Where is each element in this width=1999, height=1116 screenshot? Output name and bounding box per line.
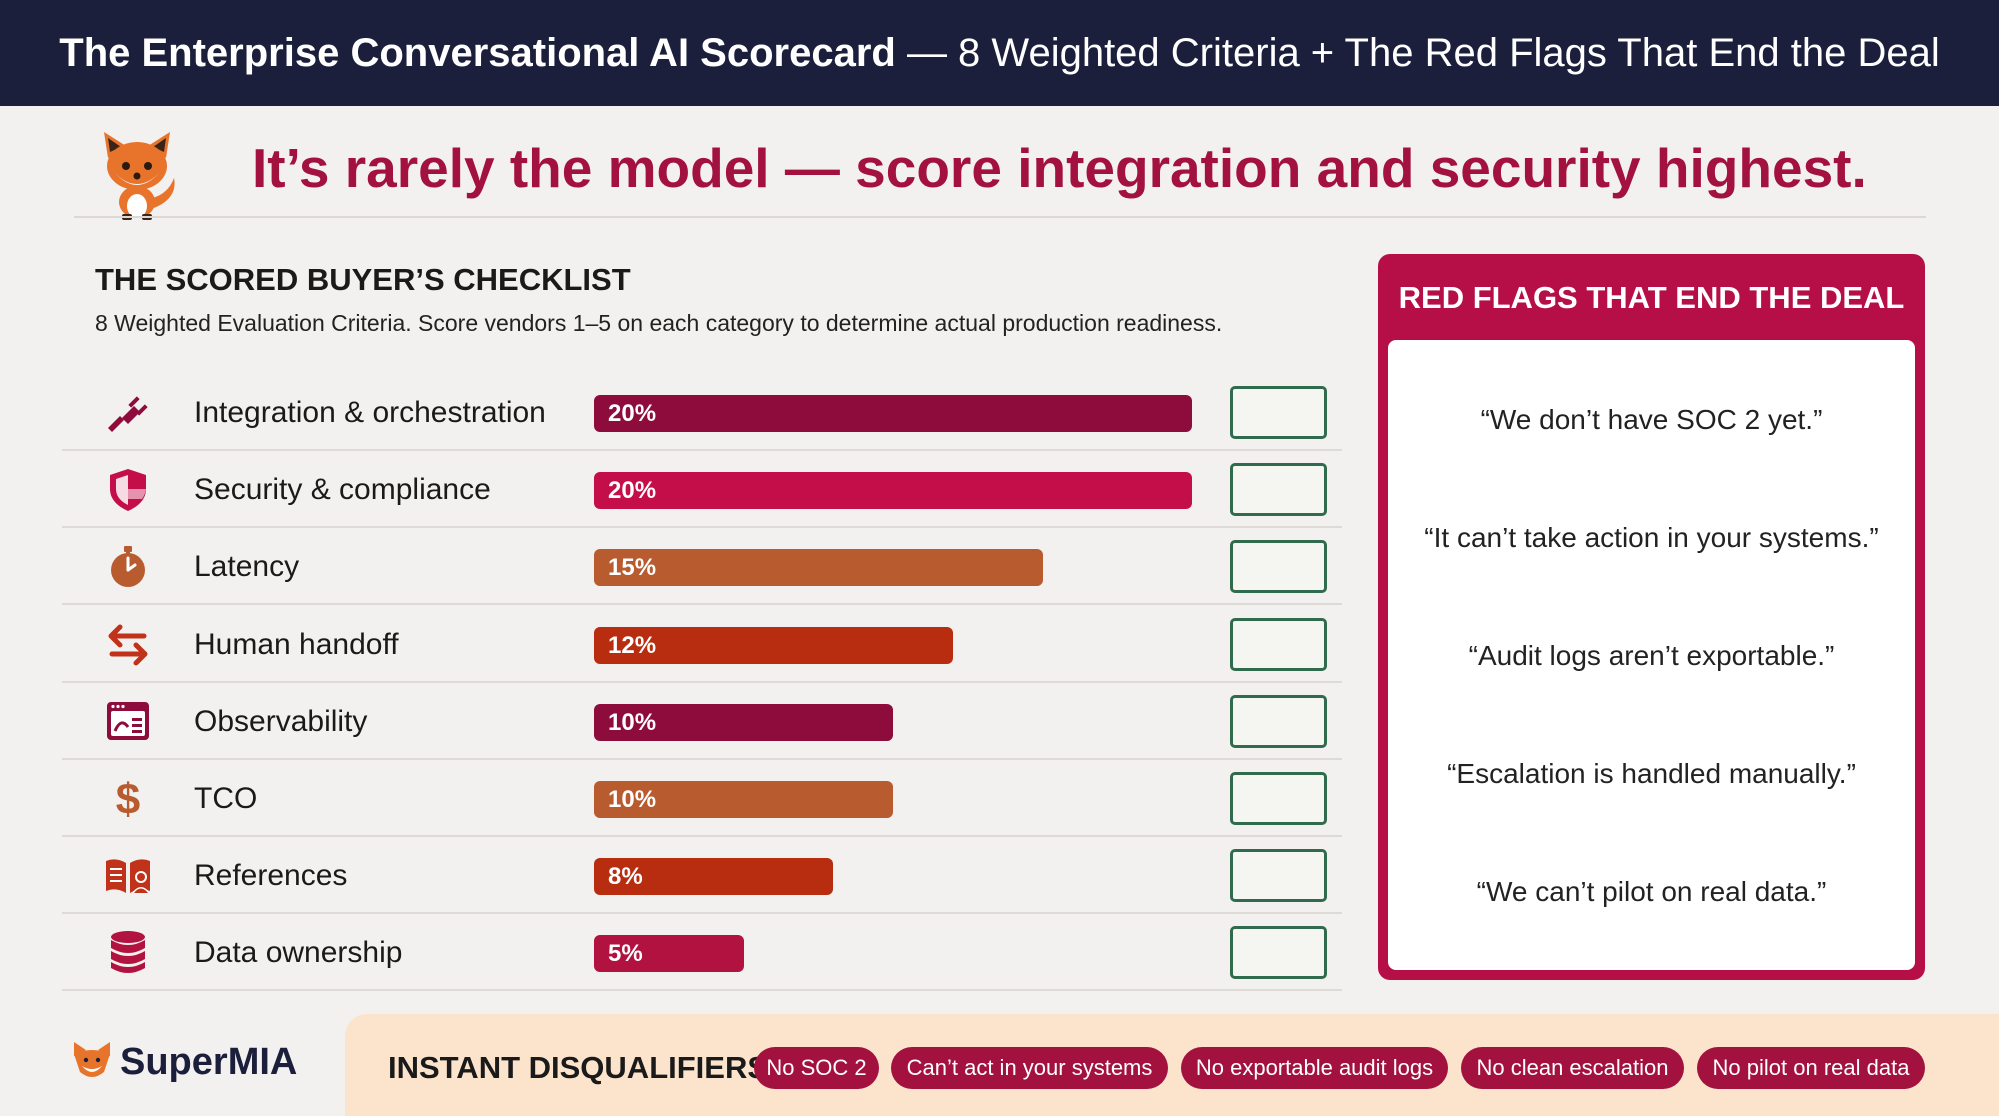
weight-bar: 20% xyxy=(594,472,1192,510)
criteria-label: TCO xyxy=(194,782,258,815)
criteria-row: Latency 15% xyxy=(62,528,1342,606)
criteria-label: Integration & orchestration xyxy=(194,396,546,429)
swap-arrows-icon xyxy=(108,624,148,666)
criteria-row: Data ownership 5% xyxy=(62,914,1342,992)
row-divider xyxy=(62,757,1342,760)
score-input-box[interactable] xyxy=(1230,849,1327,903)
page-headline: It’s rarely the model — score integratio… xyxy=(252,137,1867,199)
red-flags-title: RED FLAGS THAT END THE DEAL xyxy=(1398,280,1905,315)
row-divider xyxy=(62,680,1342,683)
weight-bar: 10% xyxy=(594,703,893,741)
criteria-row: Human handoff 12% xyxy=(62,606,1342,683)
row-divider xyxy=(62,912,1342,915)
score-input-box[interactable] xyxy=(1230,617,1327,671)
supermia-logo: SuperMIA xyxy=(70,1040,297,1084)
row-divider xyxy=(62,603,1342,606)
score-input-box[interactable] xyxy=(1230,926,1327,980)
criteria-label: Data ownership xyxy=(194,936,403,970)
red-flag-item: “We don’t have SOC 2 yet.” xyxy=(1480,404,1823,435)
weight-bar: 12% xyxy=(594,626,953,664)
disqualifier-pill: No exportable audit logs xyxy=(1181,1047,1448,1089)
score-input-box[interactable] xyxy=(1230,772,1327,825)
weight-bar: 5% xyxy=(594,935,744,973)
disqualifier-pill: No clean escalation xyxy=(1461,1047,1684,1089)
criteria-label: Security & compliance xyxy=(194,473,491,507)
database-icon xyxy=(111,931,145,974)
criteria-label: Observability xyxy=(194,704,368,738)
red-flag-item: “It can’t take action in your systems.” xyxy=(1424,522,1879,553)
header-bar: The Enterprise Conversational AI Scoreca… xyxy=(0,0,1999,106)
fox-mascot-icon xyxy=(104,132,175,220)
criteria-label: Latency xyxy=(194,550,300,584)
criteria-row: Security & compliance 20% xyxy=(62,451,1342,529)
fox-logo-icon xyxy=(74,1042,110,1077)
book-user-icon xyxy=(106,859,150,894)
checklist-title: THE SCORED BUYER’S CHECKLIST xyxy=(95,262,631,297)
disqualifier-pill: Can’t act in your systems xyxy=(891,1047,1168,1089)
red-flags-panel: RED FLAGS THAT END THE DEAL “We don’t ha… xyxy=(1378,254,1925,980)
red-flag-item: “Audit logs aren’t exportable.” xyxy=(1468,640,1835,671)
svg-text:$: $ xyxy=(116,775,140,822)
score-input-box[interactable] xyxy=(1230,694,1327,748)
row-divider xyxy=(62,449,1342,451)
row-divider xyxy=(62,989,1342,992)
score-input-box[interactable] xyxy=(1230,540,1327,594)
criteria-row: $ TCO 10% xyxy=(62,760,1342,837)
row-divider xyxy=(62,526,1342,529)
shield-icon xyxy=(110,469,146,512)
criteria-row: References 8% xyxy=(62,837,1342,915)
score-input-box[interactable] xyxy=(1230,386,1327,439)
criteria-label: References xyxy=(194,859,348,893)
checklist-subtitle: 8 Weighted Evaluation Criteria. Score ve… xyxy=(95,310,1223,336)
header-title-bold: The Enterprise Conversational AI Scoreca… xyxy=(59,30,896,75)
criteria-row: Integration & orchestration 20% xyxy=(62,374,1342,451)
dashboard-icon xyxy=(107,701,149,740)
disqualifiers-title: INSTANT DISQUALIFIERS xyxy=(388,1050,769,1085)
weight-bar: 10% xyxy=(594,781,893,818)
weight-bar: 20% xyxy=(594,395,1192,432)
disqualifier-pill: No pilot on real data xyxy=(1697,1047,1925,1089)
red-flags-list: “We don’t have SOC 2 yet.” “It can’t tak… xyxy=(1388,340,1915,970)
dollar-icon: $ xyxy=(116,775,140,822)
red-flag-item: “Escalation is handled manually.” xyxy=(1447,758,1856,789)
red-flag-item: “We can’t pilot on real data.” xyxy=(1476,876,1827,907)
plug-icon xyxy=(108,396,148,432)
criteria-row: Observability 10% xyxy=(62,683,1342,760)
divider xyxy=(74,216,1926,218)
weight-bar: 8% xyxy=(594,858,834,896)
header-title-rest: — 8 Weighted Criteria + The Red Flags Th… xyxy=(895,30,1940,75)
score-input-box[interactable] xyxy=(1230,463,1327,517)
disqualifier-pill: No SOC 2 xyxy=(754,1047,879,1089)
criteria-label: Human handoff xyxy=(194,627,399,661)
disqualifiers-strip: INSTANT DISQUALIFIERS No SOC 2 Can’t act… xyxy=(345,1014,1999,1116)
row-divider xyxy=(62,835,1342,837)
stopwatch-icon xyxy=(111,546,145,588)
logo-text: SuperMIA xyxy=(120,1040,298,1083)
weight-bar: 15% xyxy=(594,549,1043,587)
